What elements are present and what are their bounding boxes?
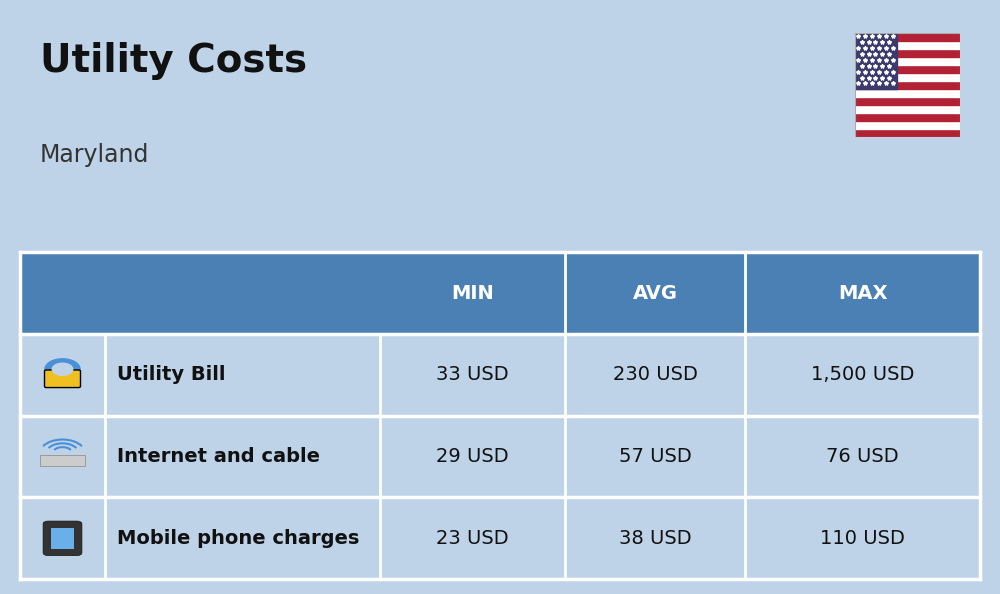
Bar <box>380 252 565 334</box>
Bar <box>855 105 960 113</box>
Bar <box>745 416 980 497</box>
Bar <box>20 497 105 579</box>
Bar <box>380 497 565 579</box>
Bar <box>855 40 960 49</box>
Bar <box>565 416 745 497</box>
Bar <box>20 416 105 497</box>
Bar <box>855 33 960 40</box>
Bar <box>745 497 980 579</box>
Bar <box>855 49 960 56</box>
Text: 110 USD: 110 USD <box>820 529 905 548</box>
Bar <box>565 252 745 334</box>
Text: 76 USD: 76 USD <box>826 447 899 466</box>
Bar <box>565 334 745 416</box>
Bar <box>855 129 960 137</box>
Bar <box>105 334 380 416</box>
Bar <box>855 97 960 105</box>
Bar <box>565 497 745 579</box>
Bar <box>40 455 85 466</box>
Text: AVG: AVG <box>633 284 678 303</box>
Bar <box>380 334 565 416</box>
Bar <box>855 72 960 81</box>
Bar <box>855 33 897 89</box>
Bar <box>745 334 980 416</box>
Bar <box>855 121 960 129</box>
Bar <box>105 497 380 579</box>
Text: 57 USD: 57 USD <box>619 447 691 466</box>
Bar <box>20 252 105 334</box>
FancyBboxPatch shape <box>44 370 80 387</box>
Text: Utility Costs: Utility Costs <box>40 42 307 80</box>
Text: 230 USD: 230 USD <box>613 365 697 384</box>
Bar <box>20 334 105 416</box>
Bar <box>855 65 960 72</box>
Text: 1,500 USD: 1,500 USD <box>811 365 914 384</box>
Circle shape <box>52 363 73 375</box>
Bar <box>105 416 380 497</box>
Text: Internet and cable: Internet and cable <box>117 447 320 466</box>
Bar <box>855 89 960 97</box>
Bar <box>855 113 960 121</box>
FancyBboxPatch shape <box>43 521 82 555</box>
Bar <box>380 416 565 497</box>
Text: MIN: MIN <box>451 284 494 303</box>
Text: Maryland: Maryland <box>40 143 149 166</box>
Circle shape <box>45 359 80 380</box>
Text: 38 USD: 38 USD <box>619 529 691 548</box>
Text: MAX: MAX <box>838 284 887 303</box>
Text: Mobile phone charges: Mobile phone charges <box>117 529 359 548</box>
Bar <box>855 56 960 65</box>
Bar <box>51 528 74 549</box>
Bar <box>105 252 380 334</box>
Text: 33 USD: 33 USD <box>436 365 509 384</box>
Text: 23 USD: 23 USD <box>436 529 509 548</box>
Bar <box>745 252 980 334</box>
Text: Utility Bill: Utility Bill <box>117 365 226 384</box>
Bar <box>855 81 960 89</box>
Text: 29 USD: 29 USD <box>436 447 509 466</box>
